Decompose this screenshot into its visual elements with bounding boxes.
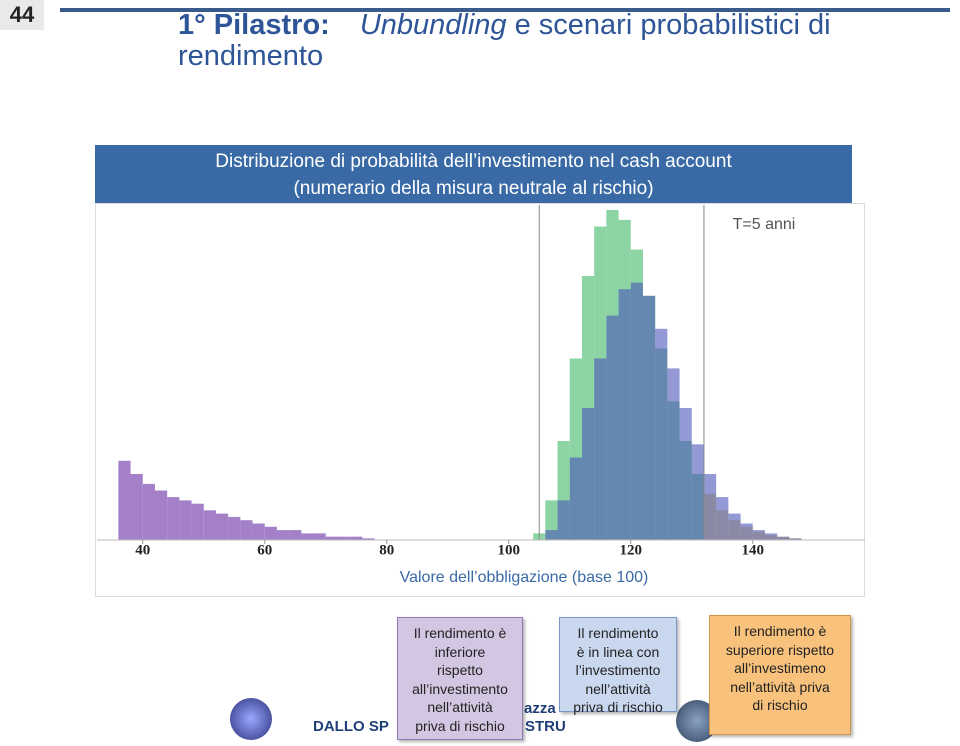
box-line: nell’attività xyxy=(585,680,651,697)
histogram-bar xyxy=(203,510,216,540)
box-line: rispetto xyxy=(437,662,483,678)
histogram-bar xyxy=(337,536,351,540)
annotation: T=5 anni xyxy=(733,216,796,233)
footer-text: STRU xyxy=(525,718,566,735)
box-line: all’investimeno xyxy=(734,660,826,676)
histogram-bar xyxy=(313,533,326,540)
box-line: Il rendimento è xyxy=(413,625,507,641)
box-line: priva di rischio xyxy=(573,699,663,715)
footer-text: DALLO SP xyxy=(313,718,389,735)
histogram-bar xyxy=(167,497,180,540)
histogram-bar xyxy=(581,408,595,540)
histogram-bar xyxy=(679,408,692,540)
histogram-bar xyxy=(325,536,338,540)
box-line: superiore rispetto xyxy=(725,641,835,658)
box-line: all’investimento xyxy=(412,680,508,697)
box-line: nell’attività xyxy=(427,699,493,715)
slide-title: 1° Pilastro: Unbundling e scenari probabi… xyxy=(178,10,958,72)
histogram-bar xyxy=(264,526,277,540)
histogram-bar xyxy=(764,533,778,540)
histogram-bar xyxy=(130,474,143,540)
x-tick-label: 140 xyxy=(742,542,765,558)
x-tick-label: 60 xyxy=(257,542,272,558)
histogram-bar xyxy=(703,474,717,540)
histogram-bar xyxy=(789,538,802,540)
histogram-bar xyxy=(142,483,155,540)
histogram-bar xyxy=(728,513,741,540)
histogram-bar xyxy=(252,523,265,540)
info-box: Il rendimento è superiore rispetto all’inv… xyxy=(709,615,851,735)
histogram-bar xyxy=(545,530,558,540)
histogram-bar xyxy=(630,282,643,540)
histogram-bar xyxy=(301,533,314,540)
title-lead: 1° Pilastro: xyxy=(178,9,330,41)
x-tick-label: 120 xyxy=(620,542,643,558)
histogram-bar xyxy=(557,500,570,540)
histogram-bar xyxy=(606,315,619,540)
x-tick-label: 80 xyxy=(379,542,394,558)
histogram-bar xyxy=(569,457,582,540)
histogram-bar xyxy=(240,520,253,540)
histogram-bar xyxy=(154,490,168,540)
chart-header-line: Distribuzione di probabilità dell’invest… xyxy=(215,151,732,172)
histogram-bar xyxy=(667,368,680,540)
page-number: 44 xyxy=(0,0,44,30)
box-line: priva di rischio xyxy=(415,717,505,734)
box-line: Il rendimento è xyxy=(733,623,827,639)
histogram-bar xyxy=(594,358,607,540)
info-box: Il rendimento è in linea con l’investiment… xyxy=(559,617,677,715)
histogram-bar xyxy=(289,530,302,540)
box-line: è in linea con xyxy=(576,643,660,660)
box-line: Il rendimento xyxy=(577,625,659,641)
histogram-bar xyxy=(362,538,375,540)
info-box: Il rendimento è inferiore rispetto all’inve… xyxy=(397,617,523,740)
title-rest: e scenari probabilistici di rendimento xyxy=(178,9,831,72)
histogram-bar xyxy=(716,497,729,540)
x-axis-label: Valore dell’obbligazione (base 100) xyxy=(400,569,649,586)
histogram-bar xyxy=(655,328,668,540)
histogram-bar xyxy=(642,295,656,540)
histogram-bar xyxy=(215,513,229,540)
histogram-bar xyxy=(618,289,631,540)
histogram-bar xyxy=(118,460,131,540)
histogram-bar xyxy=(276,530,290,540)
histogram-bar xyxy=(691,444,704,540)
x-tick-label: 40 xyxy=(135,542,150,558)
histogram-bar xyxy=(350,536,363,540)
footer-text: azza xyxy=(524,700,556,717)
histogram-bar xyxy=(777,536,790,540)
histogram-bar xyxy=(752,530,765,540)
title-italic: Unbundling xyxy=(359,9,507,41)
box-line: di rischio xyxy=(752,697,808,713)
histogram-bar xyxy=(228,516,241,540)
x-tick-label: 100 xyxy=(498,542,521,558)
box-line: inferiore xyxy=(434,643,486,660)
box-line: l’investimento xyxy=(575,662,661,678)
histogram-bar xyxy=(191,503,204,540)
box-line: nell’attività priva xyxy=(730,678,830,695)
logo-icon xyxy=(230,698,272,740)
chart-header-line: (numerario della misura neutrale al risc… xyxy=(293,178,654,199)
chart-frame xyxy=(95,203,865,597)
top-rule xyxy=(60,8,950,12)
histogram-bar xyxy=(740,523,753,540)
chart-header: Distribuzione di probabilità dell’invest… xyxy=(95,145,852,203)
histogram-bar xyxy=(179,500,192,540)
